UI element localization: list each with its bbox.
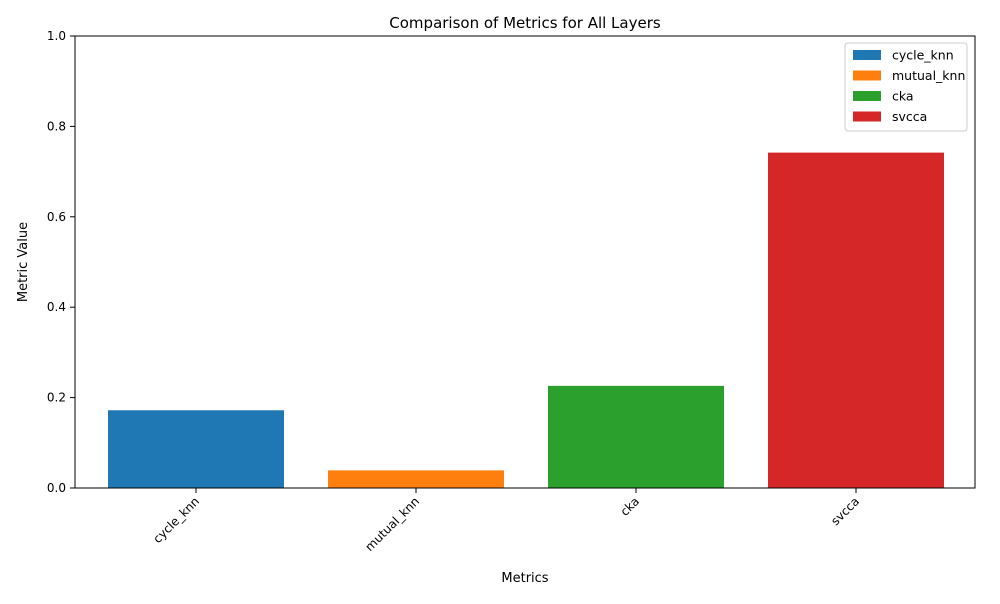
y-axis-ticks: 0.0 0.2 0.4 0.6 0.8 1.0 bbox=[47, 29, 75, 495]
bar-svcca bbox=[768, 152, 944, 488]
x-tick-label: svcca bbox=[828, 494, 862, 528]
bar-mutual-knn bbox=[328, 470, 504, 488]
legend-label: cka bbox=[892, 89, 914, 104]
bar-cka bbox=[548, 385, 724, 488]
x-axis-ticks: cycle_knn mutual_knn cka svcca bbox=[150, 488, 862, 554]
y-axis-label: Metric Value bbox=[16, 222, 31, 302]
x-tick-label: cycle_knn bbox=[150, 494, 202, 546]
chart-title: Comparison of Metrics for All Layers bbox=[389, 14, 661, 32]
legend-swatch-svcca bbox=[853, 111, 881, 122]
legend-swatch-mutual-knn bbox=[853, 70, 881, 81]
y-tick-label: 0.4 bbox=[47, 300, 66, 314]
x-axis-label: Metrics bbox=[501, 571, 548, 586]
legend-frame bbox=[844, 42, 968, 132]
legend-swatch-cycle-knn bbox=[853, 50, 881, 60]
y-tick-label: 0.6 bbox=[47, 210, 66, 224]
bars-layer bbox=[108, 152, 944, 488]
y-tick-label: 0.8 bbox=[47, 119, 66, 133]
x-tick-label: mutual_knn bbox=[362, 494, 422, 554]
bar-cycle-knn bbox=[108, 410, 284, 488]
legend-label: svcca bbox=[892, 109, 927, 124]
y-tick-label: 1.0 bbox=[47, 29, 66, 43]
x-tick-label: cka bbox=[618, 494, 643, 519]
y-tick-label: 0.2 bbox=[47, 391, 66, 405]
plot-frame bbox=[74, 35, 976, 489]
legend-label: mutual_knn bbox=[892, 68, 965, 83]
y-tick-label: 0.0 bbox=[47, 481, 66, 495]
legend-label: cycle_knn bbox=[892, 48, 954, 63]
legend-swatch-cka bbox=[853, 91, 881, 101]
